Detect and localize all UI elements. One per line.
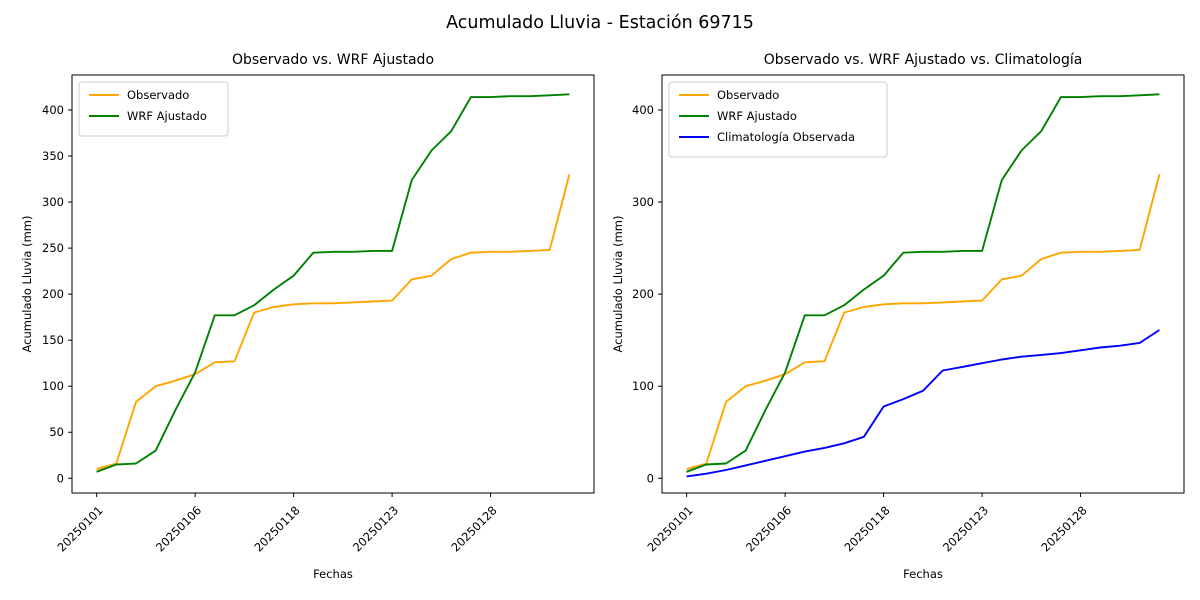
left-chart-axes: 0 50 100 150 200 250 300 350 400 20250101 20250106…	[42, 74, 595, 555]
right-chart-title: Observado vs. WRF Ajustado vs. Climatolo…	[764, 52, 1083, 68]
left-chart-legend-label-0: Observado	[127, 88, 189, 102]
left-chart-y-tick-label: 400	[42, 103, 64, 117]
right-chart-y-tick-label: 100	[632, 379, 654, 393]
right-chart-x-tick-label: 20250118	[841, 503, 892, 554]
right-chart-x-tick-label: 20250101	[644, 503, 695, 554]
left-chart-x-tick-label: 20250101	[54, 503, 105, 554]
right-chart-y-tick-label: 200	[632, 287, 654, 301]
right-chart-line-wrf-ajustado	[686, 93, 1160, 473]
right-chart-y-tick-label: 300	[632, 195, 654, 209]
left-chart-x-tick-label: 20250128	[448, 503, 499, 554]
right-chart-legend-label-0: Observado	[717, 88, 779, 102]
right-chart-y-tick-label: 0	[647, 471, 654, 485]
right-chart-x-tick-label: 20250123	[940, 503, 991, 554]
left-chart-title: Observado vs. WRF Ajustado	[232, 52, 434, 68]
right-chart-xlabel: Fechas	[903, 567, 943, 581]
right-chart-x-ticks: 20250101 20250106 20250118 20250123 20250128	[644, 493, 1090, 555]
left-chart-line-wrf-ajustado	[96, 93, 570, 473]
left-chart-y-tick-label: 0	[57, 471, 64, 485]
left-chart-legend-label-1: WRF Ajustado	[127, 109, 207, 123]
right-chart-legend-box	[668, 81, 888, 158]
right-chart-legend-label-1: WRF Ajustado	[717, 109, 797, 123]
left-chart-x-tick-label: 20250123	[350, 503, 401, 554]
left-chart-y-tick-label: 300	[42, 195, 64, 209]
left-chart-y-tick-label: 200	[42, 287, 64, 301]
left-chart-xlabel: Fechas	[313, 567, 353, 581]
left-chart-x-tick-label: 20250106	[153, 503, 204, 554]
left-chart-x-tick-label: 20250118	[251, 503, 302, 554]
right-chart-border	[661, 74, 1185, 494]
left-chart-x-ticks: 20250101 20250106 20250118 20250123 20250128	[54, 493, 500, 555]
right-chart-legend-label-2: Climatología Observada	[717, 130, 855, 144]
figure-suptitle: Acumulado Lluvia - Estación 69715	[446, 13, 754, 33]
right-chart-line-climatolog-a-observada	[686, 329, 1160, 478]
left-chart-border	[71, 74, 595, 494]
left-chart-y-ticks: 0 50 100 150 200 250 300 350 400	[42, 103, 72, 485]
left-chart-y-tick-label: 150	[42, 333, 64, 347]
right-chart-line-observado	[686, 174, 1161, 471]
left-chart-y-tick-label: 50	[49, 425, 64, 439]
right-chart-legend: Observado WRF Ajustado Climatología Observ…	[668, 81, 888, 158]
right-chart-y-ticks: 0 100 200 300 400	[632, 103, 662, 485]
left-chart-legend: Observado WRF Ajustado	[78, 81, 229, 137]
left-chart-ylabel: Acumulado Lluvia (mm)	[20, 216, 34, 353]
left-chart-y-tick-label: 100	[42, 379, 64, 393]
right-chart-y-tick-label: 400	[632, 103, 654, 117]
left-chart-y-tick-label: 250	[42, 241, 64, 255]
left-chart-line-observado	[96, 174, 571, 471]
right-chart-ylabel: Acumulado Lluvia (mm)	[611, 216, 625, 353]
left-chart-y-tick-label: 350	[42, 149, 64, 163]
right-chart-x-tick-label: 20250106	[743, 503, 794, 554]
right-chart-x-tick-label: 20250128	[1038, 503, 1089, 554]
